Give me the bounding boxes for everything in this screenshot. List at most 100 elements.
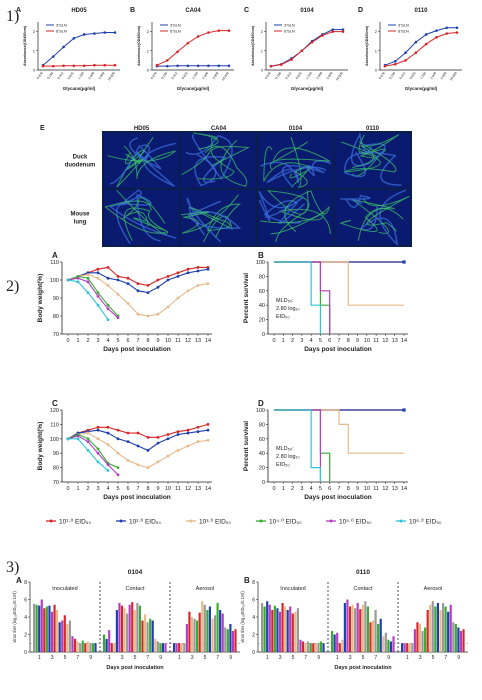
x-tick-label: 11: [175, 338, 181, 344]
x-tick-label: 1: [282, 486, 285, 492]
titer-bar: [276, 608, 279, 652]
x-tick-label: 7: [304, 655, 307, 661]
titer-bar: [213, 615, 217, 652]
titer-bar: [416, 622, 419, 652]
titer-bar: [118, 603, 121, 652]
x-tick-label: 1: [178, 655, 181, 661]
data-point: [196, 284, 200, 287]
data-point: [106, 307, 110, 311]
group-label: Inoculated: [52, 586, 77, 592]
titer-bar: [66, 624, 69, 652]
titer-bar: [369, 622, 372, 652]
data-point: [156, 441, 160, 445]
y-tick-label: 0: [375, 68, 378, 73]
data-point: [176, 296, 180, 300]
series-line: [42, 32, 115, 66]
x-tick-label: 2: [86, 486, 89, 492]
panel-letter: C: [52, 399, 58, 408]
mld-annotation: EID₅₀: [276, 314, 290, 320]
x-axis-label: Days post inoculation: [103, 494, 171, 501]
titer-bar: [234, 629, 237, 652]
x-tick-label: 2.500: [315, 71, 323, 80]
data-point: [116, 473, 120, 477]
y-tick-label: 80: [53, 466, 59, 472]
x-tick-label: 2: [291, 486, 294, 492]
x-axis-label: Glycans(μg/ml): [63, 86, 96, 91]
x-tick-label: 1: [76, 486, 79, 492]
titer-bar: [322, 643, 325, 652]
titer-bar: [91, 643, 95, 652]
titer-bar: [136, 603, 139, 652]
titer-bar: [338, 643, 341, 652]
data-point: [116, 275, 120, 278]
panel-letter: B: [130, 7, 135, 14]
series-line: [270, 31, 343, 67]
micro-tissue-stain: [350, 132, 386, 167]
data-point: [136, 289, 140, 293]
y-axis-label: Absorbance(OD450nm): [23, 25, 27, 66]
titer-bar: [371, 620, 375, 652]
micro-column-label: 0104: [289, 126, 303, 132]
y-tick-label: 40: [259, 303, 265, 309]
titer-bar: [333, 634, 336, 652]
x-tick-label: 5: [116, 486, 119, 492]
data-point: [41, 64, 45, 68]
x-tick-label: 5: [292, 655, 295, 661]
titer-bar: [361, 604, 364, 652]
titer-bar: [128, 604, 131, 652]
data-point: [146, 435, 150, 439]
micro-tissue-stain: [270, 208, 331, 235]
x-axis-label: Glycans(μg/ml): [405, 86, 438, 91]
titer-bar: [341, 639, 344, 652]
x-tick-label: 0.156: [274, 71, 282, 80]
group-label: Contact: [126, 586, 145, 592]
x-tick-label: 7: [216, 655, 219, 661]
titer-bar: [354, 608, 357, 652]
y-tick-label: 2: [261, 29, 264, 34]
y-tick-label: 2: [147, 29, 150, 34]
data-point: [96, 303, 100, 307]
x-tick-label: 5.000: [98, 71, 106, 80]
legend-label: 10⁵·⁰ EID₅₀: [339, 518, 372, 526]
titer-bar: [351, 604, 354, 652]
data-point: [435, 29, 438, 32]
data-point: [186, 444, 190, 448]
x-tick-label: 11: [373, 338, 379, 344]
x-tick-label: 12: [382, 338, 388, 344]
legend-label: 10¹·⁰ EID₅₀: [59, 518, 91, 526]
x-tick-label: 11: [373, 486, 379, 492]
micro-tissue-stain: [269, 140, 331, 170]
titer-bar: [173, 643, 176, 652]
data-point: [116, 451, 120, 455]
x-tick-label: 5: [116, 338, 119, 344]
titer-bar: [377, 624, 380, 652]
group-label: Contact: [354, 586, 373, 592]
titer-bar: [108, 630, 111, 652]
titer-bar: [183, 643, 186, 652]
data-point: [106, 276, 110, 280]
data-point: [186, 64, 190, 68]
x-tick-label: 1: [336, 655, 339, 661]
series-line: [384, 27, 457, 66]
data-point: [166, 278, 170, 282]
x-tick-label: 0.625: [409, 71, 417, 80]
titer-bar: [268, 604, 271, 652]
titer-bar: [421, 631, 424, 652]
y-tick-label: 1: [33, 48, 36, 53]
micro-tissue-stain: [344, 141, 397, 173]
micro-tissue-stain: [344, 151, 402, 186]
x-tick-label: 5: [204, 655, 207, 661]
legend-marker: [259, 519, 263, 523]
y-tick-label: 8: [252, 580, 255, 586]
titer-bar: [190, 617, 194, 652]
titer-bar: [164, 643, 167, 652]
titer-bar: [149, 618, 152, 652]
series-line: [156, 30, 229, 66]
titer-bar: [38, 605, 41, 652]
data-point: [196, 266, 200, 269]
x-tick-label: 3: [300, 486, 303, 492]
y-tick-label: 0: [261, 68, 264, 73]
legend-label: 6'SLN: [56, 29, 67, 34]
data-point: [310, 40, 314, 44]
titer-bar: [286, 610, 289, 652]
